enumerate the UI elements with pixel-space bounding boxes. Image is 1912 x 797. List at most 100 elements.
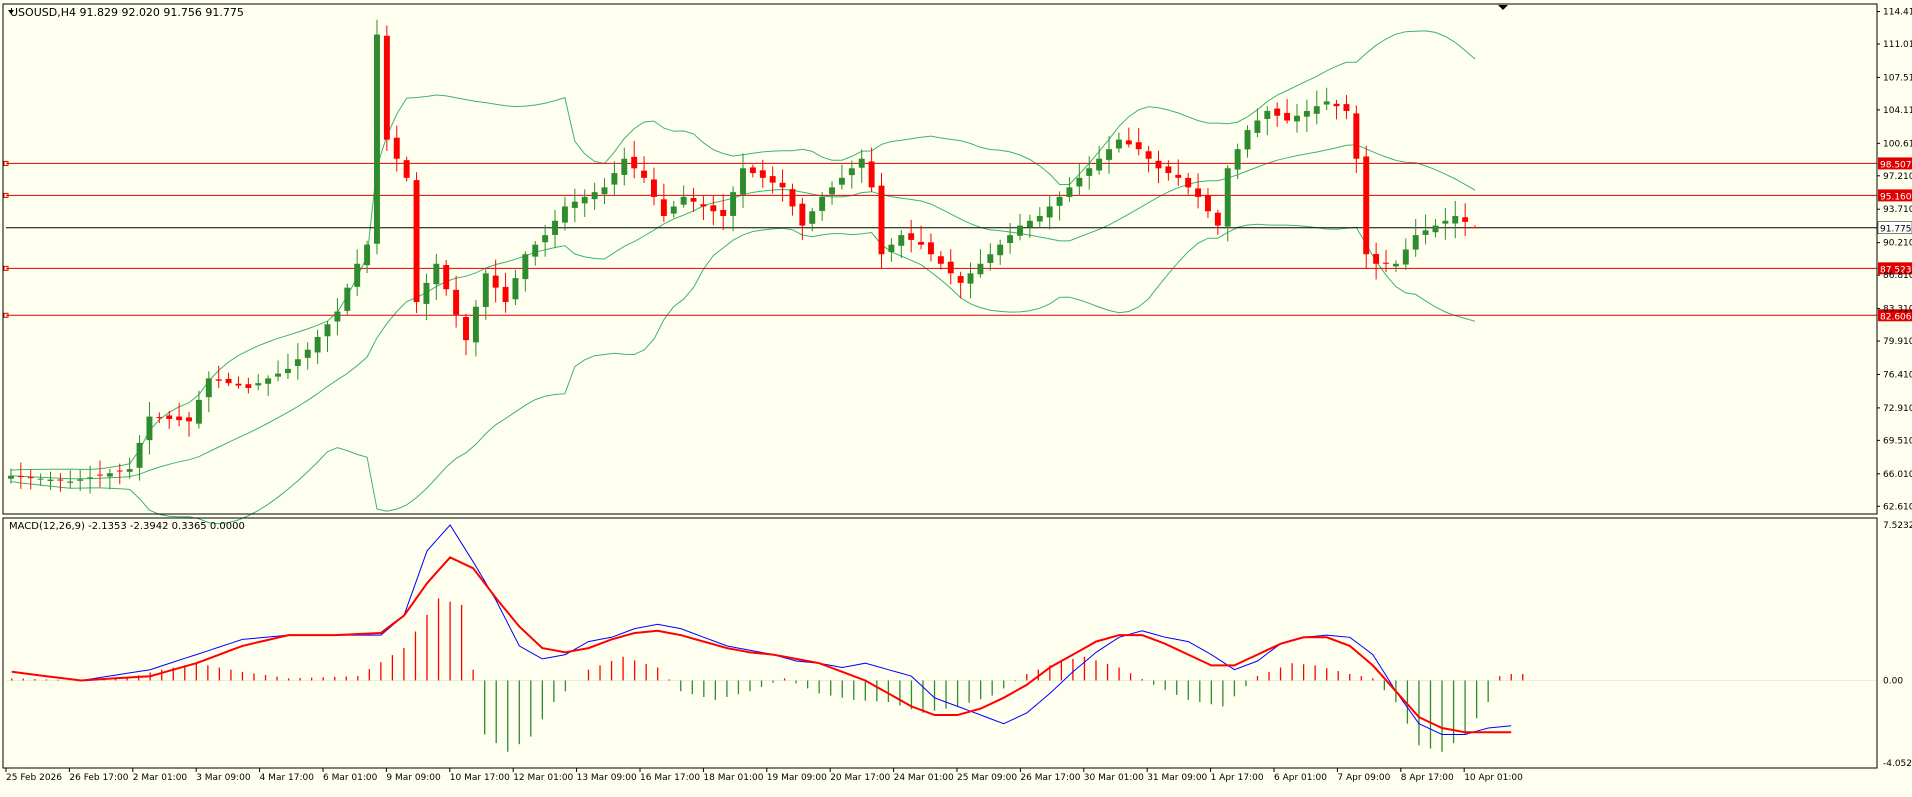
bearish-candle[interactable]: [245, 384, 252, 388]
bullish-candle[interactable]: [1264, 110, 1271, 119]
bearish-candle[interactable]: [1185, 177, 1192, 188]
bearish-candle[interactable]: [1125, 140, 1132, 145]
bearish-candle[interactable]: [1204, 195, 1211, 212]
bearish-candle[interactable]: [1472, 227, 1479, 229]
bullish-candle[interactable]: [265, 378, 272, 384]
bearish-candle[interactable]: [463, 316, 469, 341]
bullish-candle[interactable]: [1115, 139, 1122, 149]
bullish-candle[interactable]: [1412, 235, 1419, 250]
bearish-candle[interactable]: [492, 275, 499, 288]
bearish-candle[interactable]: [1135, 142, 1142, 150]
bullish-candle[interactable]: [324, 324, 331, 337]
bullish-candle[interactable]: [819, 196, 826, 211]
level-anchor-marker[interactable]: [3, 192, 9, 198]
bullish-candle[interactable]: [1294, 115, 1300, 122]
bearish-candle[interactable]: [660, 199, 667, 217]
bullish-candle[interactable]: [1303, 110, 1310, 117]
bullish-candle[interactable]: [601, 187, 608, 195]
bearish-candle[interactable]: [769, 176, 776, 183]
bearish-candle[interactable]: [393, 137, 400, 159]
bullish-candle[interactable]: [561, 206, 568, 223]
bullish-candle[interactable]: [314, 336, 321, 353]
bearish-candle[interactable]: [57, 479, 64, 481]
bullish-candle[interactable]: [1046, 206, 1053, 218]
bearish-candle[interactable]: [27, 477, 34, 479]
bullish-candle[interactable]: [1432, 225, 1439, 233]
bearish-candle[interactable]: [700, 204, 707, 207]
bullish-candle[interactable]: [542, 235, 549, 243]
bullish-candle[interactable]: [611, 173, 618, 185]
bearish-candle[interactable]: [878, 185, 885, 255]
bearish-candle[interactable]: [690, 198, 697, 202]
shift-marker-icon[interactable]: [1498, 5, 1508, 10]
bearish-candle[interactable]: [383, 35, 390, 140]
bullish-candle[interactable]: [967, 273, 974, 284]
bullish-candle[interactable]: [1026, 220, 1033, 228]
bearish-candle[interactable]: [1195, 188, 1202, 197]
bearish-candle[interactable]: [927, 242, 934, 255]
level-anchor-marker[interactable]: [3, 265, 9, 271]
bullish-candle[interactable]: [858, 158, 865, 168]
bullish-candle[interactable]: [621, 158, 628, 175]
bullish-candle[interactable]: [275, 373, 282, 377]
bullish-candle[interactable]: [1106, 149, 1112, 160]
bullish-candle[interactable]: [423, 282, 430, 304]
bullish-candle[interactable]: [255, 383, 262, 386]
bearish-candle[interactable]: [215, 379, 222, 381]
bearish-candle[interactable]: [235, 383, 242, 386]
bearish-candle[interactable]: [789, 189, 796, 207]
bullish-candle[interactable]: [571, 201, 578, 208]
bullish-candle[interactable]: [730, 192, 737, 216]
bearish-candle[interactable]: [650, 179, 657, 197]
bullish-candle[interactable]: [1323, 101, 1330, 105]
bullish-candle[interactable]: [1007, 235, 1014, 243]
bullish-candle[interactable]: [294, 359, 301, 366]
bullish-candle[interactable]: [1313, 106, 1320, 114]
bearish-candle[interactable]: [749, 167, 756, 174]
bullish-candle[interactable]: [512, 278, 519, 300]
level-anchor-marker[interactable]: [3, 160, 9, 166]
bearish-candle[interactable]: [918, 241, 925, 245]
bullish-candle[interactable]: [591, 192, 598, 200]
bearish-candle[interactable]: [176, 416, 183, 421]
level-anchor-marker[interactable]: [3, 312, 9, 318]
bullish-candle[interactable]: [67, 481, 74, 483]
bearish-candle[interactable]: [759, 170, 766, 178]
bullish-candle[interactable]: [374, 34, 380, 244]
bullish-candle[interactable]: [1066, 187, 1073, 197]
bearish-candle[interactable]: [502, 286, 509, 302]
bullish-candle[interactable]: [1402, 249, 1409, 265]
bearish-candle[interactable]: [779, 182, 786, 188]
bullish-candle[interactable]: [304, 349, 311, 358]
bullish-candle[interactable]: [898, 235, 905, 246]
bearish-candle[interactable]: [186, 417, 192, 422]
bearish-candle[interactable]: [957, 276, 964, 283]
bearish-candle[interactable]: [720, 209, 727, 217]
bullish-candle[interactable]: [106, 473, 113, 477]
bullish-candle[interactable]: [838, 177, 845, 185]
bullish-candle[interactable]: [977, 263, 984, 275]
bullish-candle[interactable]: [532, 244, 539, 257]
bearish-candle[interactable]: [1155, 160, 1162, 169]
bearish-candle[interactable]: [1284, 112, 1291, 121]
bullish-candle[interactable]: [1422, 230, 1429, 235]
bearish-candle[interactable]: [1353, 113, 1360, 159]
bullish-candle[interactable]: [888, 244, 895, 253]
bullish-candle[interactable]: [354, 263, 361, 287]
bullish-candle[interactable]: [552, 220, 559, 235]
bullish-candle[interactable]: [136, 442, 143, 468]
bearish-candle[interactable]: [1214, 212, 1221, 226]
bearish-candle[interactable]: [1343, 104, 1350, 111]
bullish-candle[interactable]: [47, 479, 54, 482]
bullish-candle[interactable]: [205, 378, 212, 398]
bearish-candle[interactable]: [1383, 262, 1389, 264]
bullish-candle[interactable]: [37, 478, 44, 480]
bearish-candle[interactable]: [631, 156, 638, 169]
bullish-candle[interactable]: [997, 244, 1004, 256]
bullish-candle[interactable]: [1086, 168, 1093, 176]
bearish-candle[interactable]: [641, 170, 648, 178]
bearish-candle[interactable]: [868, 161, 875, 188]
bullish-candle[interactable]: [1224, 168, 1231, 227]
